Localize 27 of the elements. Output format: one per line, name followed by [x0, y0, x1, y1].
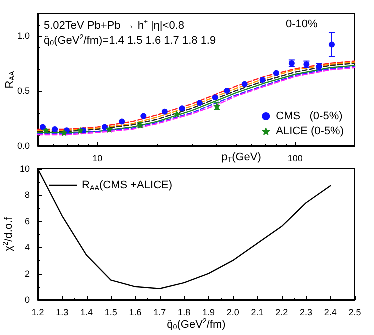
y-tick-label: 0.0: [17, 141, 30, 151]
annotation: 0-10%: [286, 18, 318, 30]
x-tick-label: 2.4: [324, 308, 337, 318]
y-tick-label: 1.0: [17, 31, 30, 41]
x-tick-label: 2.1: [251, 308, 264, 318]
legend-label: CMS (0-5%): [276, 110, 343, 122]
y-tick-label: 2: [24, 268, 30, 279]
legend-label: ALICE (0-5%): [276, 126, 344, 138]
x-tick-label: 1.9: [202, 308, 215, 318]
x-tick-label: 1.5: [104, 308, 118, 318]
x-tick-label: 2.0: [226, 308, 240, 318]
x-tick-label: 100: [288, 154, 303, 164]
x-tick-label: 1.4: [80, 308, 94, 318]
y-tick-label: 0.5: [17, 86, 30, 96]
x-tick-label: 1.2: [32, 308, 44, 318]
y-tick-label: 6: [24, 216, 30, 226]
y-tick-label: 8: [24, 190, 30, 200]
x-tick-label: 1.7: [154, 308, 166, 318]
y-tick-label: 0: [24, 295, 30, 305]
x-tick-label: 1.3: [56, 308, 69, 318]
x-tick-label: 1.6: [129, 308, 142, 318]
x-tick-label: 2.5: [348, 308, 362, 318]
x-tick-label: 2.2: [276, 308, 288, 318]
y-tick-label: 4: [24, 242, 30, 253]
x-tick-label: 1.8: [178, 308, 191, 318]
y-tick-label: 10: [20, 164, 30, 174]
x-tick-label: 2.3: [300, 308, 312, 318]
